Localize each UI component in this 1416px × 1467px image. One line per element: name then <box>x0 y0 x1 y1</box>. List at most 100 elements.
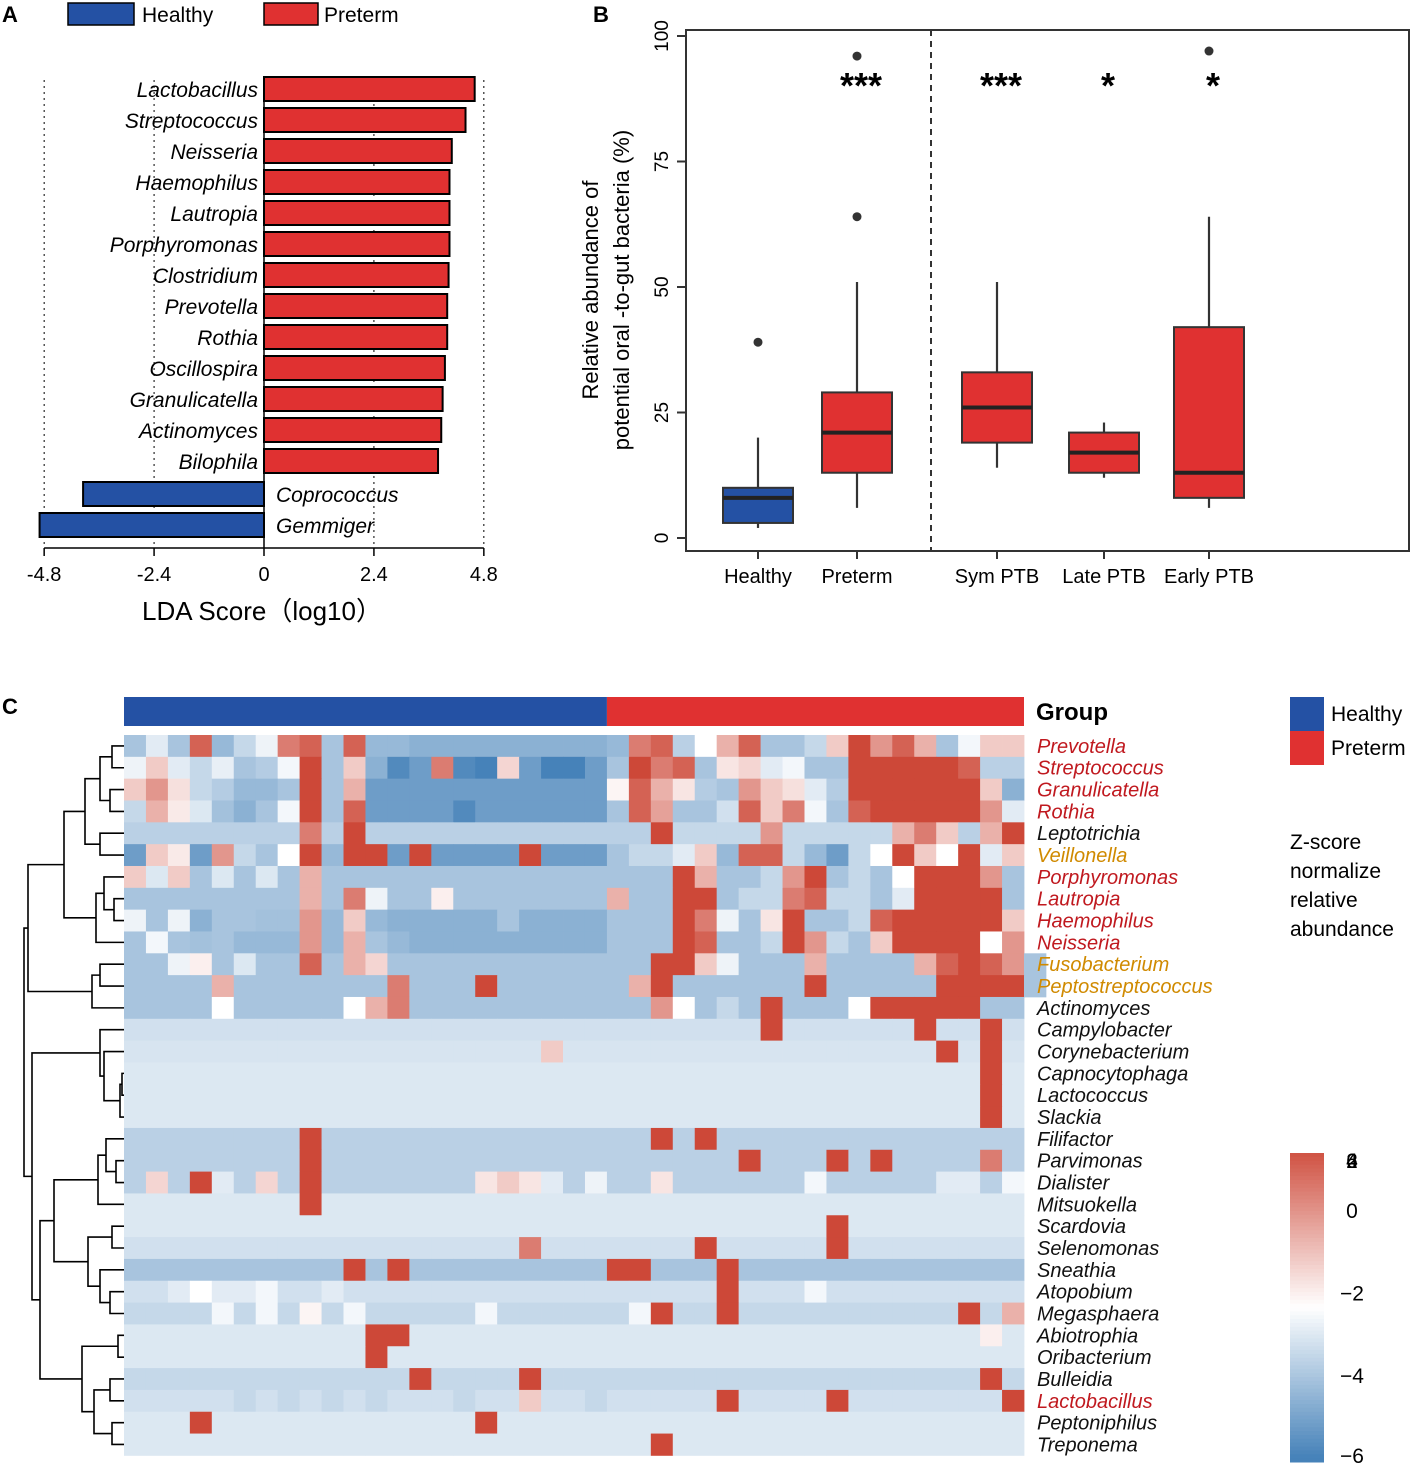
heatmap-cell <box>145 844 169 867</box>
heatmap-cell <box>255 778 279 801</box>
heatmap-cell <box>826 996 849 1020</box>
heatmap-cell <box>694 1324 718 1347</box>
heatmap-cell <box>738 735 761 758</box>
heatmap-cell <box>475 1171 498 1194</box>
heatmap-chart: Group PrevotellaStreptococcusGranulicate… <box>23 697 1406 1467</box>
heatmap-cell <box>475 1193 498 1216</box>
heatmap-cell <box>870 1084 893 1107</box>
heatmap-cell <box>694 778 718 801</box>
heatmap-cell <box>124 822 147 845</box>
heatmap-cell <box>299 1302 322 1325</box>
heatmap-cell <box>782 1324 805 1347</box>
heatmap-cell <box>826 1149 849 1172</box>
heatmap-cell <box>145 800 169 823</box>
heatmap-cell <box>980 1193 1003 1216</box>
heatmap-cell <box>299 1433 322 1456</box>
heatmap-cell <box>255 1346 279 1369</box>
heatmap-cell <box>826 909 849 932</box>
heatmap-cell <box>650 800 674 823</box>
heatmap-cell <box>628 1433 652 1456</box>
heatmap-cell <box>563 1433 586 1456</box>
colorbar-segment <box>1290 1423 1324 1428</box>
heatmap-cell <box>343 1258 366 1282</box>
heatmap-cell <box>716 1433 740 1456</box>
heatmap-cell <box>782 1149 805 1172</box>
heatmap-cell <box>892 844 915 867</box>
heatmap-cell <box>453 1433 476 1456</box>
heatmap-cell <box>804 1302 827 1325</box>
heatmap-cell <box>628 1368 652 1391</box>
heatmap-cell <box>387 1411 410 1434</box>
heatmap-cell <box>672 975 696 998</box>
heatmap-cell <box>650 975 674 998</box>
heatmap-cell <box>497 822 520 845</box>
heatmap-cell <box>519 1149 542 1172</box>
heatmap-cell <box>980 909 1003 932</box>
colorbar-segment <box>1290 1292 1324 1297</box>
heatmap-cell <box>563 1258 586 1282</box>
heatmap-cell <box>387 1258 410 1282</box>
heatmap-cell <box>497 844 520 867</box>
heatmap-cell <box>870 822 893 845</box>
heatmap-cell <box>980 887 1003 911</box>
heatmap-cell <box>497 931 520 954</box>
row-label: Peptostreptococcus <box>1037 976 1213 998</box>
heatmap-cell <box>145 909 169 932</box>
heatmap-cell <box>233 1258 257 1282</box>
heatmap-cell <box>870 996 893 1020</box>
heatmap-cell <box>563 865 586 889</box>
dendrogram-branch <box>109 1290 124 1315</box>
heatmap-cell <box>804 1106 827 1129</box>
heatmap-cell <box>189 1411 213 1434</box>
heatmap-cell <box>299 1040 322 1063</box>
heatmap-cell <box>804 1062 827 1085</box>
heatmap-cell <box>936 1433 959 1456</box>
colorbar-segment <box>1290 1361 1324 1366</box>
heatmap-cell <box>277 1411 301 1434</box>
significance-marker: * <box>1101 65 1115 106</box>
heatmap-cell <box>584 1302 608 1325</box>
heatmap-cell <box>124 1258 147 1282</box>
heatmap-cell <box>189 1258 213 1282</box>
heatmap-cell <box>628 1346 652 1369</box>
heatmap-cell <box>365 800 388 823</box>
colorbar-segment <box>1290 1392 1324 1397</box>
heatmap-cell <box>694 1411 718 1434</box>
colorbar-segment <box>1290 1210 1324 1216</box>
heatmap-cell <box>584 844 608 867</box>
colorbar-segment <box>1290 1199 1324 1204</box>
heatmap-cell <box>782 1018 805 1042</box>
heatmap-cell <box>606 1215 630 1238</box>
heatmap-cell <box>914 1084 937 1107</box>
heatmap-cell <box>782 1084 805 1107</box>
dendrogram-branch <box>53 1178 98 1263</box>
heatmap-cell <box>321 1302 344 1325</box>
heatmap-cell <box>980 1368 1003 1391</box>
heatmap-cell <box>914 735 937 758</box>
heatmap-cell <box>914 778 937 801</box>
heatmap-cell <box>914 1106 937 1129</box>
heatmap-cell <box>650 865 674 889</box>
heatmap-cell <box>365 1062 388 1085</box>
heatmap-cell <box>541 887 564 911</box>
heatmap-cell <box>848 1018 871 1042</box>
heatmap-cell <box>848 1062 871 1085</box>
heatmap-cell <box>211 1106 235 1129</box>
heatmap-cell <box>628 844 652 867</box>
heatmap-cell <box>892 1411 915 1434</box>
heatmap-cell <box>760 931 783 954</box>
heatmap-cell <box>453 953 476 976</box>
heatmap-cell <box>475 1346 498 1369</box>
row-label: Filifactor <box>1037 1129 1114 1151</box>
heatmap-cell <box>1002 756 1025 780</box>
heatmap-cell <box>211 1302 235 1325</box>
heatmap-cell <box>936 1411 959 1434</box>
heatmap-cell <box>980 1040 1003 1063</box>
colorbar-segment <box>1290 1253 1324 1258</box>
heatmap-cell <box>475 1106 498 1129</box>
heatmap-cell <box>343 1193 366 1216</box>
heatmap-cell <box>145 1040 169 1063</box>
heatmap-cell <box>606 1018 630 1042</box>
heatmap-cell <box>255 1018 279 1042</box>
heatmap-cell <box>519 1368 542 1391</box>
